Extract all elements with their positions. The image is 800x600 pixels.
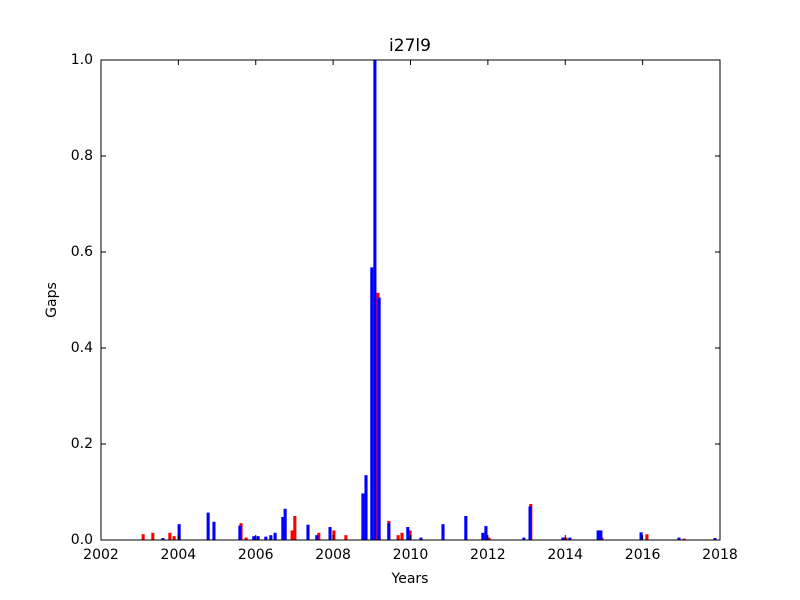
bar <box>487 537 491 540</box>
y-tick-label: 0.0 <box>71 532 93 548</box>
bar <box>281 516 285 540</box>
bar <box>373 60 377 540</box>
bar <box>269 535 273 540</box>
y-tick-label: 0.4 <box>71 340 93 356</box>
y-axis-label: Gaps <box>44 282 60 318</box>
bar <box>713 538 717 540</box>
y-tick-label: 0.8 <box>71 148 93 164</box>
bar <box>561 537 565 540</box>
y-tick-label: 0.2 <box>71 436 93 452</box>
x-tick-label: 2018 <box>702 547 738 563</box>
bar <box>273 532 277 540</box>
bar <box>177 524 181 540</box>
x-axis-label: Years <box>391 571 429 587</box>
x-tick-label: 2006 <box>238 547 274 563</box>
bar <box>377 297 381 540</box>
bar <box>161 538 165 540</box>
bar <box>361 493 365 540</box>
y-tick-label: 0.6 <box>71 244 93 260</box>
bar <box>283 508 287 540</box>
x-tick-label: 2010 <box>393 547 429 563</box>
plot-frame <box>100 59 721 541</box>
bar <box>677 537 681 540</box>
bar <box>364 475 368 540</box>
x-tick-label: 2012 <box>470 547 506 563</box>
bar <box>528 506 532 540</box>
bar <box>172 536 176 540</box>
bar <box>293 516 297 540</box>
bar <box>599 530 603 540</box>
bar <box>151 532 155 540</box>
bar <box>400 532 404 540</box>
bar <box>328 527 332 540</box>
bar <box>564 537 568 540</box>
bar <box>306 524 310 540</box>
bar <box>370 267 374 540</box>
x-tick-label: 2004 <box>161 547 197 563</box>
bar <box>568 537 572 540</box>
bar <box>264 536 268 540</box>
bar <box>406 527 410 540</box>
bar <box>332 530 336 540</box>
chart-title: i27l9 <box>389 36 431 56</box>
bar <box>317 532 321 540</box>
bar <box>396 535 400 540</box>
bar <box>141 534 145 540</box>
bar <box>387 523 391 540</box>
bar <box>484 526 488 540</box>
bar <box>344 535 348 540</box>
bar <box>682 538 686 540</box>
bar <box>315 535 319 540</box>
bar <box>481 532 485 540</box>
bar <box>596 530 600 540</box>
x-tick-label: 2008 <box>315 547 351 563</box>
bar <box>290 530 294 540</box>
y-tick-label: 1.0 <box>71 52 93 68</box>
x-tick-label: 2014 <box>547 547 583 563</box>
x-tick-label: 2016 <box>625 547 661 563</box>
bar <box>206 512 210 540</box>
bar <box>238 525 242 540</box>
bar <box>464 516 468 540</box>
bar <box>252 536 256 540</box>
bar <box>419 537 423 540</box>
bar <box>639 532 643 540</box>
bar <box>522 537 526 540</box>
bar <box>168 532 172 540</box>
bar <box>244 537 248 540</box>
x-tick-label: 2002 <box>83 547 119 563</box>
bar <box>441 524 445 540</box>
bar <box>645 534 649 540</box>
bar <box>212 521 216 540</box>
bar <box>256 536 260 540</box>
